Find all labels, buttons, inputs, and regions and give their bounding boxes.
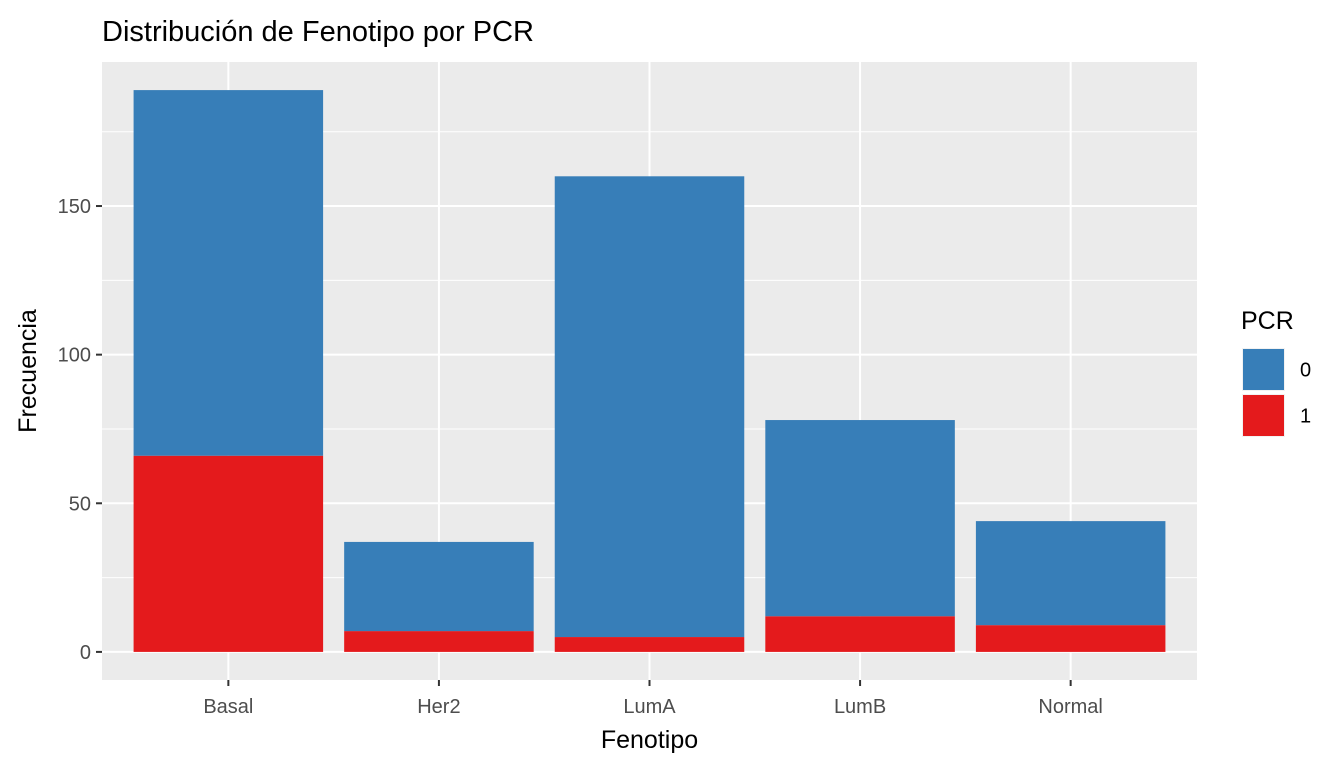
legend-label: 0 [1300, 360, 1311, 382]
bar-segment [554, 176, 745, 638]
bars [133, 90, 1166, 652]
y-tick-label: 100 [58, 345, 91, 367]
legend: PCR 0 1 [1241, 307, 1311, 437]
legend-key [1243, 395, 1284, 436]
x-axis-title: Fenotipo [601, 726, 698, 754]
bar-segment [344, 631, 534, 652]
legend-label: 1 [1300, 406, 1311, 428]
bar-segment [975, 625, 1166, 652]
y-axis: 0 50 100 150 [58, 196, 102, 664]
y-tick-label: 50 [69, 493, 91, 515]
x-tick-label: LumA [623, 696, 676, 718]
bar-segment [975, 521, 1166, 626]
legend-title: PCR [1241, 307, 1294, 335]
bar-segment [133, 455, 324, 652]
x-axis: Basal Her2 LumA LumB Normal [203, 680, 1103, 718]
bar-segment [344, 541, 534, 632]
legend-key [1243, 349, 1284, 390]
chart-title: Distribución de Fenotipo por PCR [102, 16, 534, 48]
bar-segment [554, 637, 745, 652]
y-tick-label: 0 [80, 642, 91, 664]
y-axis-title: Frecuencia [14, 309, 42, 433]
x-tick-label: LumB [834, 696, 886, 718]
x-tick-label: Basal [203, 696, 253, 718]
x-tick-label: Her2 [417, 696, 460, 718]
y-tick-label: 150 [58, 196, 91, 218]
bar-segment [765, 420, 955, 617]
x-tick-label: Normal [1038, 696, 1102, 718]
bar-segment [765, 616, 955, 652]
bar-segment [133, 90, 324, 456]
